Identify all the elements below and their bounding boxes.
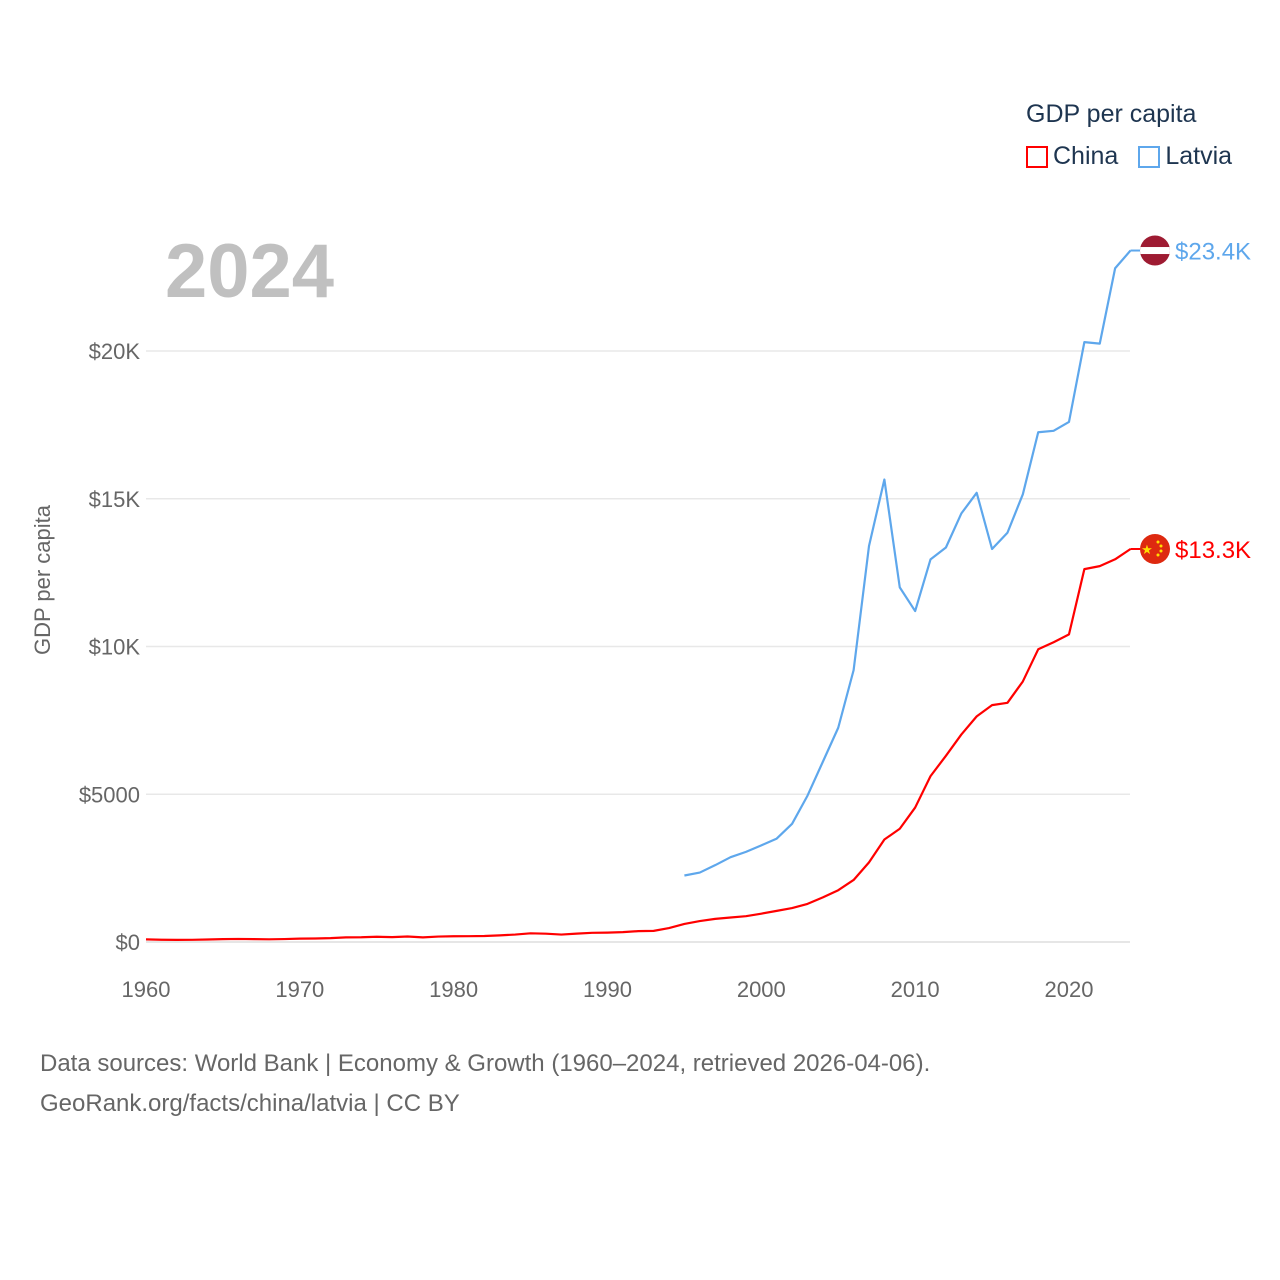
flag-small-star: [1159, 549, 1163, 553]
x-tick-label: 1990: [583, 977, 632, 1002]
end-value-label: $23.4K: [1175, 239, 1251, 266]
data-sources: Data sources: World Bank | Economy & Gro…: [40, 1050, 931, 1077]
china-swatch: [1026, 145, 1048, 168]
y-tick-label: $15K: [89, 487, 141, 512]
y-tick-label: $20K: [89, 339, 141, 364]
end-value-label: $13.3K: [1175, 537, 1251, 564]
current-year-label: 2024: [165, 229, 335, 314]
legend-item-china[interactable]: China: [1026, 142, 1118, 171]
x-tick-label: 2010: [891, 977, 940, 1002]
latvia-swatch: [1138, 145, 1161, 168]
x-tick-label: 1980: [429, 977, 478, 1002]
flag-red: [1140, 533, 1170, 564]
flag-small-star: [1156, 540, 1160, 544]
legend-label: Latvia: [1165, 142, 1233, 170]
series-line-china: [145, 548, 1132, 942]
y-tick-label: $10K: [89, 635, 141, 660]
legend-title: GDP per capita: [1026, 100, 1197, 128]
attribution: GeoRank.org/facts/china/latvia | CC BY: [40, 1090, 460, 1117]
latvia-flag-icon: [1140, 235, 1170, 266]
legend-item-latvia[interactable]: Latvia: [1138, 142, 1232, 171]
y-axis-label: GDP per capita: [30, 504, 55, 655]
x-tick-label: 2000: [737, 977, 786, 1002]
flag-small-star: [1156, 553, 1160, 557]
series-line-latvia: [684, 249, 1132, 877]
flag-star: ★: [1141, 542, 1153, 557]
flag-small-star: [1159, 544, 1163, 548]
x-tick-label: 1970: [275, 977, 324, 1002]
legend: China Latvia: [1026, 142, 1232, 171]
china-flag-icon: ★: [1140, 533, 1170, 564]
x-tick-label: 1960: [122, 977, 171, 1002]
y-tick-label: $0: [116, 930, 140, 955]
y-tick-label: $5000: [79, 782, 140, 807]
legend-label: China: [1053, 142, 1119, 170]
footer: Data sources: World Bank | Economy & Gro…: [40, 1044, 930, 1124]
x-tick-label: 2020: [1045, 977, 1094, 1002]
flag-white-stripe: [1140, 247, 1170, 255]
